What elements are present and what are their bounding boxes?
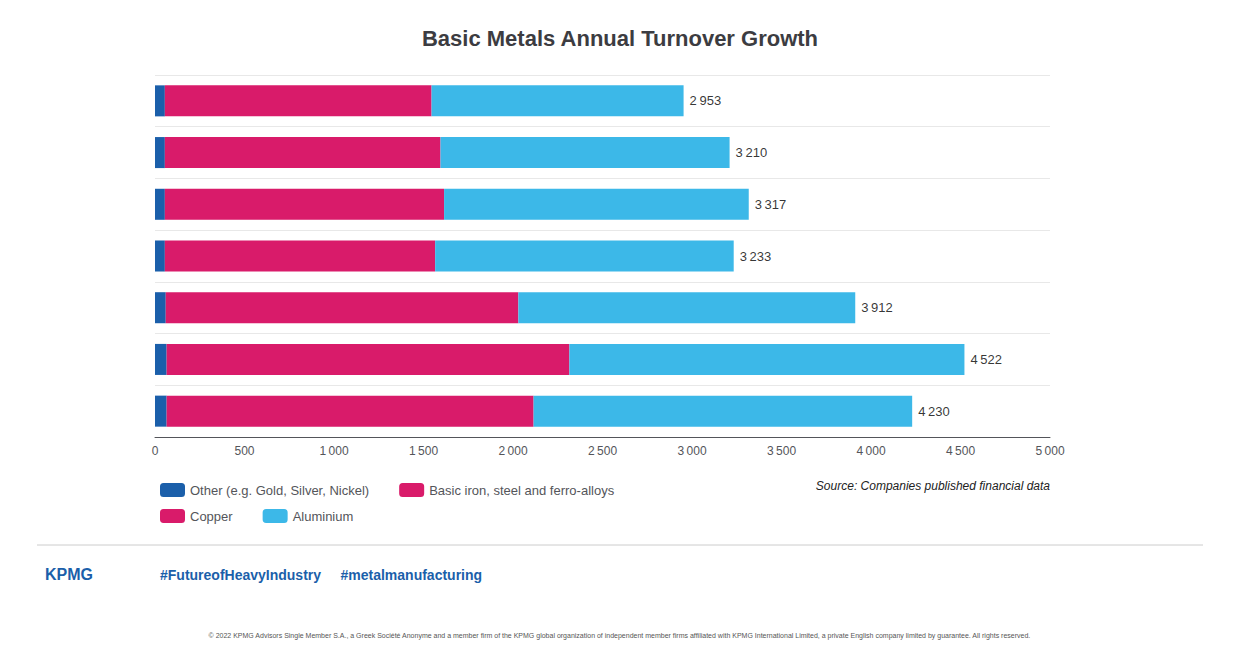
svg-text:0: 0 (152, 444, 159, 458)
svg-text:4 000: 4 000 (856, 444, 885, 458)
svg-text:5 000: 5 000 (1035, 444, 1064, 458)
svg-text:4 230: 4 230 (918, 404, 950, 419)
svg-text:4 522: 4 522 (970, 352, 1002, 367)
svg-text:Aluminium: Aluminium (293, 509, 354, 524)
svg-text:3 317: 3 317 (755, 197, 787, 212)
svg-text:2 953: 2 953 (690, 93, 722, 108)
svg-text:3 912: 3 912 (861, 300, 893, 315)
svg-text:3 000: 3 000 (677, 444, 706, 458)
svg-text:Basic iron, steel and ferro-al: Basic iron, steel and ferro-alloys (429, 483, 614, 498)
svg-text:#FutureofHeavyIndustry #me: #FutureofHeavyIndustry #metalmanufacturi… (160, 567, 482, 583)
svg-text:Source: Companies published fi: Source: Companies published financial da… (816, 479, 1050, 493)
svg-text:© 2022 KPMG Advisors Single Me: © 2022 KPMG Advisors Single Member S.A.,… (209, 632, 1031, 640)
svg-text:1 000: 1 000 (319, 444, 348, 458)
svg-text:2 500: 2 500 (588, 444, 617, 458)
svg-text:2 000: 2 000 (498, 444, 527, 458)
svg-text:3 210: 3 210 (736, 145, 768, 160)
svg-text:3 500: 3 500 (767, 444, 796, 458)
svg-text:4 500: 4 500 (946, 444, 975, 458)
svg-text:500: 500 (234, 444, 254, 458)
svg-text:3 233: 3 233 (740, 249, 772, 264)
svg-text:Other (e.g. Gold, Silver, Nick: Other (e.g. Gold, Silver, Nickel) (190, 483, 369, 498)
svg-text:Copper: Copper (190, 509, 233, 524)
svg-text:1 500: 1 500 (409, 444, 438, 458)
svg-text:KPMG: KPMG (45, 566, 93, 583)
svg-text:Basic Metals Annual Turnover G: Basic Metals Annual Turnover Growth (422, 26, 818, 51)
